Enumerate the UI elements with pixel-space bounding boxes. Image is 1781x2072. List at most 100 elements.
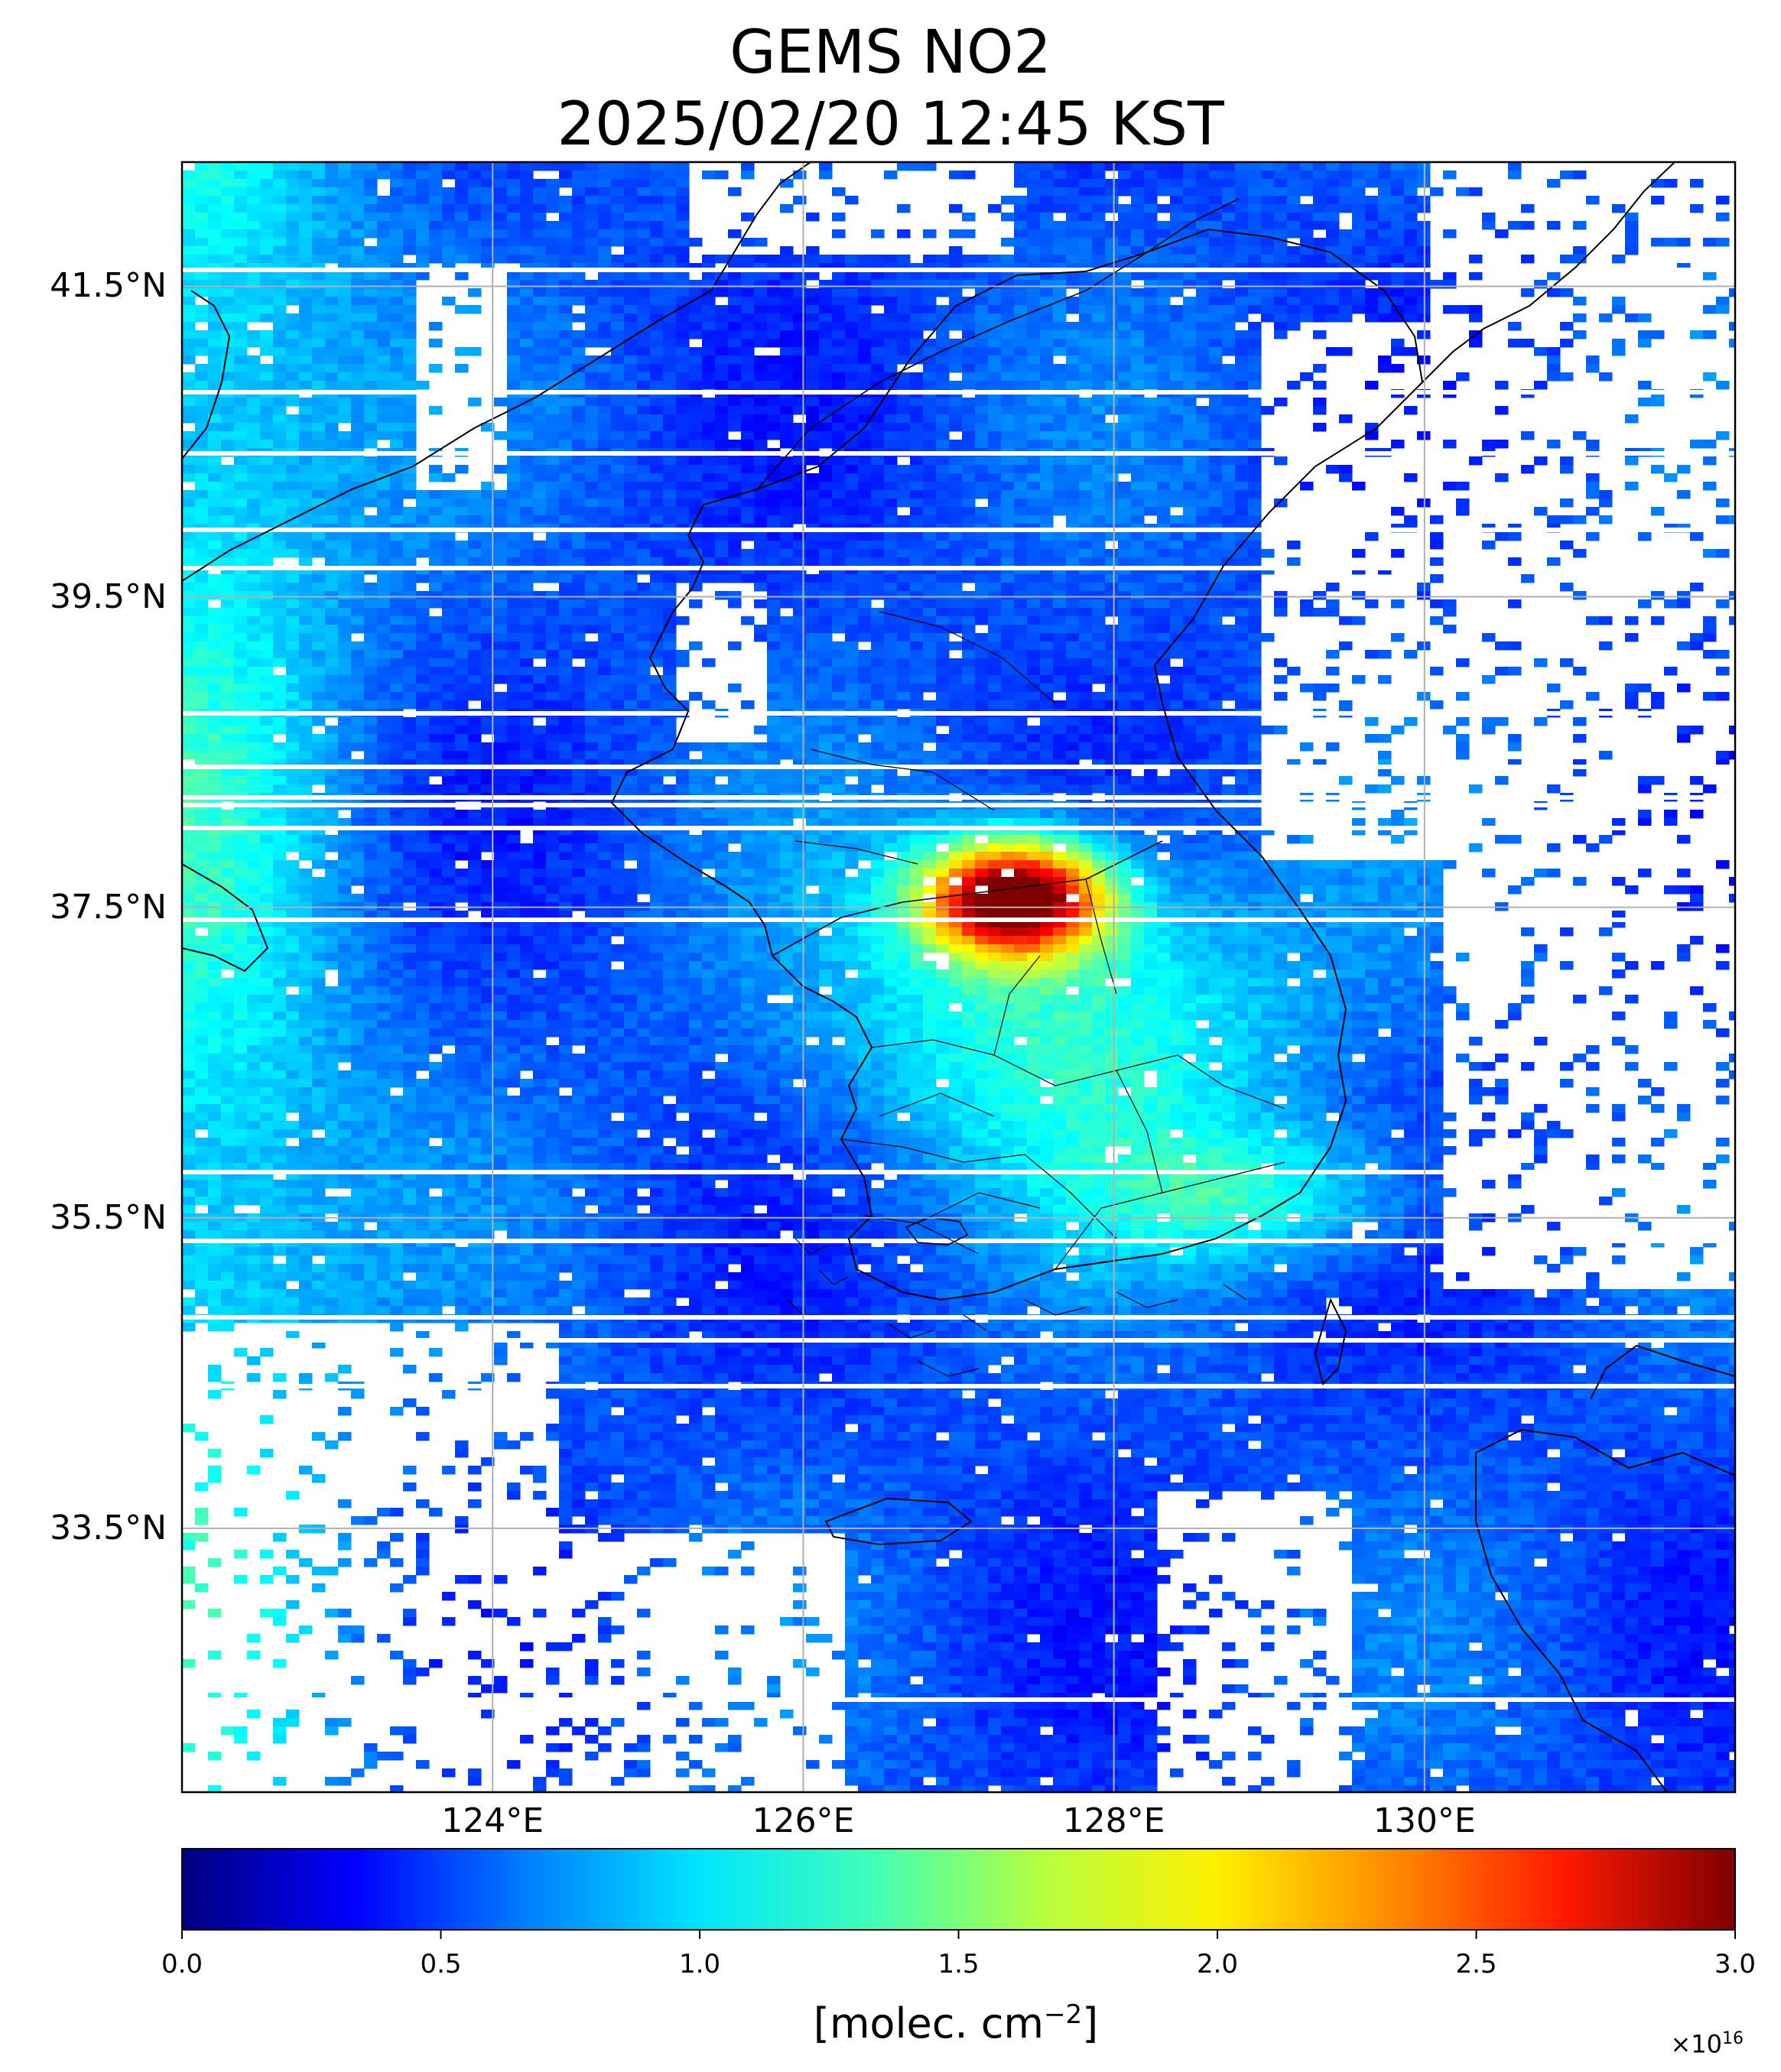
no2-pixel [650,330,664,339]
no2-pixel [468,608,482,617]
no2-pixel [1209,641,1223,651]
no2-pixel [1131,288,1145,297]
no2-pixel [1209,196,1223,205]
no2-pixel [663,255,677,264]
no2-pixel [624,187,638,196]
no2-pixel [1287,187,1301,196]
no2-pixel [702,381,716,390]
no2-pixel [390,263,404,272]
no2-pixel [364,280,378,289]
no2-pixel [208,650,222,659]
no2-pixel [702,347,716,356]
no2-pixel [1053,591,1067,600]
no2-pixel [1118,162,1132,171]
no2-pixel [1027,187,1041,196]
no2-pixel [390,246,404,255]
no2-pixel [429,541,443,550]
no2-pixel [1248,246,1262,255]
no2-pixel [585,473,599,482]
no2-pixel [1547,364,1561,373]
no2-pixel [325,280,339,289]
no2-pixel [1014,473,1028,482]
no2-pixel [845,599,859,609]
no2-pixel [936,482,950,491]
no2-pixel [1573,297,1587,306]
no2-pixel [650,347,664,356]
no2-pixel [208,271,222,281]
no2-pixel [286,171,300,180]
no2-pixel [650,297,664,306]
no2-pixel [403,641,417,651]
no2-pixel [494,490,508,499]
no2-pixel [1235,238,1249,247]
no2-pixel [1261,246,1275,255]
no2-pixel [546,356,560,365]
no2-pixel [416,658,430,667]
no2-pixel [650,440,664,449]
no2-pixel [806,616,820,625]
no2-pixel [364,322,378,331]
no2-pixel [1287,179,1301,188]
no2-pixel [390,499,404,508]
no2-pixel [195,171,209,180]
no2-pixel [247,196,261,205]
no2-pixel [1001,532,1015,541]
no2-pixel [650,641,664,651]
no2-pixel [572,280,586,289]
no2-pixel [208,280,222,289]
no2-pixel [182,221,196,230]
no2-pixel [663,305,677,314]
no2-pixel [871,616,885,625]
no2-pixel [429,557,443,567]
no2-pixel [767,398,781,407]
no2-pixel [429,591,443,600]
no2-pixel [1209,297,1223,306]
no2-pixel [741,213,755,222]
no2-pixel [559,364,573,373]
no2-pixel [702,305,716,314]
no2-pixel [1209,280,1223,289]
no2-pixel [1144,574,1158,583]
no2-pixel [429,339,443,348]
no2-pixel [1053,650,1067,659]
no2-pixel [1131,515,1145,524]
no2-pixel [1066,625,1080,634]
no2-pixel [559,574,573,583]
no2-pixel [1352,229,1366,239]
no2-pixel [299,482,313,491]
no2-pixel [650,431,664,440]
no2-pixel [1040,583,1054,592]
no2-pixel [494,196,508,205]
no2-pixel [728,414,742,424]
no2-pixel [1352,238,1366,247]
no2-pixel [1131,372,1145,382]
no2-pixel [507,347,521,356]
no2-pixel [182,591,196,600]
no2-pixel [234,465,248,474]
no2-pixel [793,532,807,541]
no2-pixel [1690,179,1704,188]
no2-pixel [403,330,417,339]
no2-pixel [819,557,833,567]
no2-pixel [208,288,222,297]
no2-pixel [1105,204,1119,213]
no2-pixel [793,465,807,474]
no2-pixel [858,322,872,331]
no2-pixel [663,364,677,373]
no2-pixel [1248,515,1262,524]
no2-pixel [1092,414,1106,424]
no2-pixel [572,507,586,516]
no2-pixel [858,372,872,382]
no2-pixel [637,372,651,382]
no2-pixel [689,263,703,272]
no2-pixel [1118,221,1132,230]
no2-pixel [1118,398,1132,407]
no2-pixel [455,625,469,634]
no2-pixel [1235,515,1249,524]
no2-pixel [845,305,859,314]
no2-pixel [1469,255,1483,264]
no2-pixel [520,608,534,617]
no2-pixel [884,625,898,634]
no2-pixel [1157,583,1171,592]
no2-pixel [780,347,794,356]
